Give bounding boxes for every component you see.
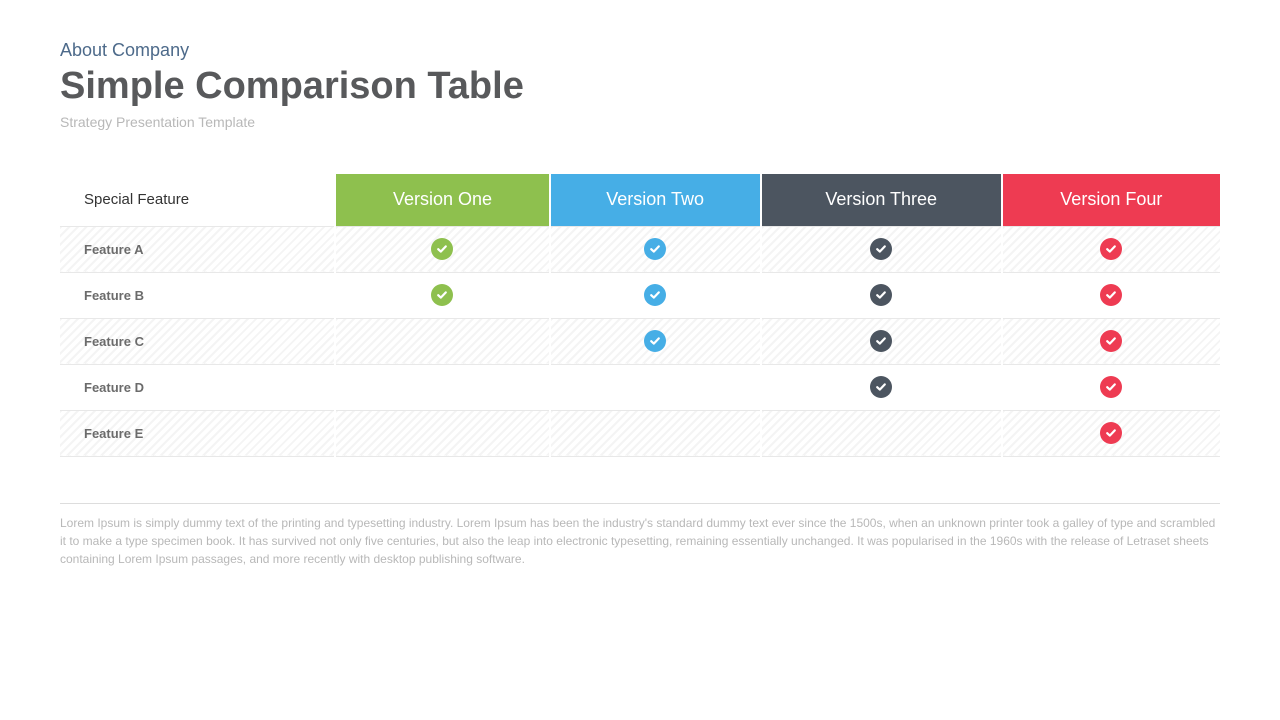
comparison-table: Special Feature Version OneVersion TwoVe…: [60, 174, 1220, 457]
feature-label: Feature D: [60, 364, 335, 410]
feature-label: Feature B: [60, 272, 335, 318]
check-icon: [870, 238, 892, 260]
slide-title: Simple Comparison Table: [60, 65, 1220, 108]
check-icon: [431, 284, 453, 306]
table-cell: [761, 226, 1002, 272]
check-icon: [1100, 422, 1122, 444]
footer-divider: [60, 503, 1220, 504]
slide-subtitle: Strategy Presentation Template: [60, 114, 1220, 130]
table-cell: [1002, 272, 1220, 318]
check-icon: [1100, 376, 1122, 398]
table-cell: [335, 318, 549, 364]
table-corner-label: Special Feature: [60, 174, 335, 226]
table-cell: [550, 272, 761, 318]
table-cell: [761, 318, 1002, 364]
check-icon: [1100, 330, 1122, 352]
table-cell: [1002, 318, 1220, 364]
check-icon: [431, 238, 453, 260]
table-cell: [1002, 410, 1220, 456]
column-header: Version Three: [761, 174, 1002, 226]
table-cell: [550, 318, 761, 364]
table-cell: [1002, 364, 1220, 410]
check-icon: [870, 330, 892, 352]
table-row: Feature B: [60, 272, 1220, 318]
table-body: Feature AFeature BFeature CFeature DFeat…: [60, 226, 1220, 456]
table-row: Feature A: [60, 226, 1220, 272]
check-icon: [1100, 284, 1122, 306]
table-header-row: Special Feature Version OneVersion TwoVe…: [60, 174, 1220, 226]
footer-text: Lorem Ipsum is simply dummy text of the …: [60, 514, 1220, 568]
check-icon: [644, 284, 666, 306]
table-cell: [550, 364, 761, 410]
table-cell: [550, 226, 761, 272]
column-header: Version Four: [1002, 174, 1220, 226]
table-cell: [550, 410, 761, 456]
column-header: Version One: [335, 174, 549, 226]
table-row: Feature D: [60, 364, 1220, 410]
table-cell: [761, 272, 1002, 318]
check-icon: [870, 376, 892, 398]
table-cell: [335, 410, 549, 456]
table-cell: [335, 364, 549, 410]
check-icon: [870, 284, 892, 306]
feature-label: Feature A: [60, 226, 335, 272]
table-row: Feature E: [60, 410, 1220, 456]
table-row: Feature C: [60, 318, 1220, 364]
table-cell: [1002, 226, 1220, 272]
column-header: Version Two: [550, 174, 761, 226]
slide-pretitle: About Company: [60, 40, 1220, 61]
table-cell: [761, 364, 1002, 410]
check-icon: [644, 330, 666, 352]
feature-label: Feature E: [60, 410, 335, 456]
table-cell: [335, 226, 549, 272]
feature-label: Feature C: [60, 318, 335, 364]
table-cell: [335, 272, 549, 318]
check-icon: [644, 238, 666, 260]
table-cell: [761, 410, 1002, 456]
check-icon: [1100, 238, 1122, 260]
